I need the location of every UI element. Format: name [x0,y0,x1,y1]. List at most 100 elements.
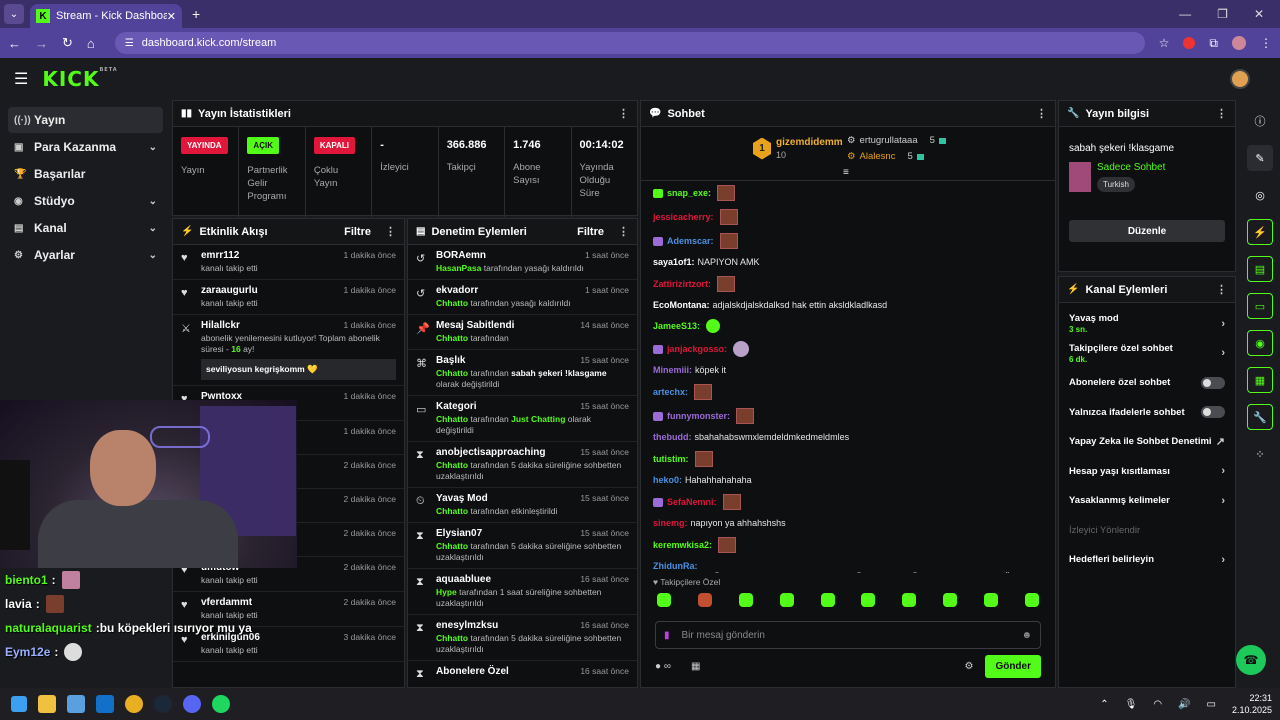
moderation-item[interactable]: ↺ BORAemn 1 saat önce HasanPasa tarafından … [408,245,637,280]
emoji-icon[interactable]: ☻ [1021,629,1032,641]
bookmark-star-icon[interactable]: ☆ [1158,36,1170,50]
channel-action[interactable]: Yavaş mod 3 sn. › [1059,309,1235,339]
chat-icon[interactable]: ▭ [1247,293,1273,319]
kick-logo[interactable]: KICKBETA [42,67,118,91]
moderation-item[interactable]: ⧗ anobjectisapproaching 15 saat önce Chhatt… [408,442,637,488]
moderator-name[interactable]: Chhatto [436,633,469,643]
file-explorer-icon[interactable] [38,695,56,713]
expand-icon[interactable]: ≡ [843,167,849,178]
sidebar-item-4[interactable]: ▤ Kanal ⌄ [8,215,163,241]
chevron-right-icon[interactable]: › [1221,553,1225,566]
tab-search-button[interactable]: ⌄ [4,4,24,24]
moderation-item[interactable]: 📌 Mesaj Sabitlendi 14 saat önce Chhatto tar… [408,315,637,350]
chat-input[interactable]: ▮ Bir mesaj gönderin ☻ [655,621,1041,649]
chat-username[interactable]: artechx: [653,386,689,397]
browser-tab[interactable]: K Stream - Kick Dashboard ✕ [30,4,182,28]
system-clock[interactable]: 22:31 2.10.2025 [1232,692,1272,716]
broadcast-icon[interactable]: ◉ [1247,330,1273,356]
leaderboard-entry[interactable]: ⚙ ertugrullataaa 5 [847,135,946,146]
address-bar[interactable]: ☰ dashboard.kick.com/stream [114,32,1145,54]
chat-settings-icon[interactable]: ⚙ [964,661,974,672]
layout-icon[interactable]: ▦ [1247,367,1273,393]
send-button[interactable]: Gönder [985,655,1041,678]
moderation-item[interactable]: ⧗ enesylmzksu 16 saat önce Chhatto tarafınd… [408,615,637,661]
toggle-switch[interactable] [1201,406,1225,419]
emote-icon[interactable] [738,593,753,607]
home-icon[interactable]: ⌂ [86,35,95,51]
chat-username[interactable]: EcoMontana: [653,300,710,310]
windows-start-icon[interactable] [11,696,27,712]
moderator-name[interactable]: Hype [436,587,457,597]
chat-username[interactable]: keremwkisa2: [653,539,713,550]
outlook-icon[interactable] [96,695,114,713]
chevron-right-icon[interactable]: › [1221,465,1225,478]
moderator-name[interactable]: Chhatto [436,298,469,308]
channel-action[interactable]: Hedefleri belirleyin › [1059,545,1235,575]
emote-icon[interactable] [943,593,958,607]
chevron-down-icon[interactable]: ⌄ [148,249,157,261]
volume-icon[interactable]: 🔊 [1178,698,1191,710]
document-icon[interactable]: ▤ [1247,256,1273,282]
chat-username[interactable]: thebudd: [653,432,692,442]
wifi-icon[interactable]: ◠ [1153,698,1163,710]
chevron-down-icon[interactable]: ⌄ [148,141,157,153]
kicks-icon[interactable]: ● ∞ [655,661,671,672]
store-icon[interactable] [67,695,85,713]
activity-item[interactable]: ⚔ Hilallckr 1 dakika önce abonelik yenileme… [173,315,404,386]
leader-name[interactable]: gizemdidemm [776,137,843,148]
chat-username[interactable]: saya1of1: [653,257,695,267]
mic-icon[interactable]: 🎙 [1124,698,1138,710]
panel-menu-icon[interactable]: ⋮ [1216,284,1227,296]
panel-menu-icon[interactable]: ⋮ [385,226,396,238]
chat-username[interactable]: sinemg: [653,518,688,528]
chat-username[interactable]: JameeS13: [653,320,701,331]
moderation-item[interactable]: ⧗ aquaabluee 16 saat önce Hype tarafından 1… [408,569,637,615]
activity-item[interactable]: ♥ zaraaugurlu 1 dakika önce kanalı takip et… [173,280,404,315]
chat-username[interactable]: tutistim: [653,453,689,464]
emote-icon[interactable] [697,593,712,607]
support-headset-icon[interactable]: ☎ [1236,645,1266,675]
chevron-right-icon[interactable]: › [1221,347,1225,360]
edit-icon[interactable]: ✎ [1247,145,1273,171]
emote-icon[interactable] [657,593,671,607]
emote-icon[interactable] [779,593,794,607]
apps-icon[interactable]: ⁘ [1255,448,1265,461]
sidebar-item-5[interactable]: ⚙ Ayarlar ⌄ [8,242,163,268]
chat-username[interactable]: heko0: [653,475,683,485]
moderator-name[interactable]: Chhatto [436,506,469,516]
panel-menu-icon[interactable]: ⋮ [618,226,629,238]
chat-username[interactable]: ZhidunRa: [653,561,698,571]
steam-icon[interactable] [154,695,172,713]
channel-action[interactable]: Abonelere özel sohbet [1059,368,1235,398]
profile-avatar[interactable] [1232,36,1246,50]
category-link[interactable]: Sadece Sohbet [1097,162,1166,173]
discord-icon[interactable] [183,695,201,713]
sidebar-item-3[interactable]: ◉ Stüdyo ⌄ [8,188,163,214]
hamburger-menu-icon[interactable]: ☰ [14,71,29,88]
moderation-item[interactable]: ⌘ Başlık 15 saat önce Chhatto tarafından sa… [408,350,637,396]
activity-item[interactable]: ♥ emrr112 1 dakika önce kanalı takip etti [173,245,404,280]
channel-action[interactable]: Hesap yaşı kısıtlaması › [1059,457,1235,487]
chat-username[interactable]: Ademscar: [667,235,714,246]
chat-username[interactable]: janjackgosso: [667,343,728,354]
extensions-puzzle-icon[interactable]: ⧉ [1209,35,1218,50]
info-icon[interactable]: ⓘ [1254,116,1266,128]
chat-username[interactable]: Minemiii: [653,365,693,375]
minimize-icon[interactable]: — [1179,7,1192,21]
moderation-item[interactable]: ▭ Kategori 15 saat önce Chhatto tarafından … [408,396,637,442]
new-tab-button[interactable]: + [192,6,201,22]
emote-icon[interactable] [1024,593,1039,607]
sidebar-item-2[interactable]: 🏆 Başarılar [8,161,163,187]
spotify-icon[interactable] [212,695,230,713]
mic-icon[interactable]: ▮ [664,629,670,641]
toggle-switch[interactable] [1201,376,1225,389]
forward-icon[interactable]: → [35,35,48,51]
emote-icon[interactable] [984,593,998,607]
moderation-item[interactable]: ⏲ Yavaş Mod 15 saat önce Chhatto tarafından… [408,488,637,523]
wrench-icon[interactable]: 🔧 [1247,404,1273,430]
maximize-icon[interactable]: ❐ [1217,7,1228,21]
reload-icon[interactable]: ↻ [62,35,73,50]
chat-username[interactable]: Zattirizirtzort: [653,278,711,289]
emote-icon[interactable] [861,593,876,607]
panel-menu-icon[interactable]: ⋮ [618,108,629,120]
